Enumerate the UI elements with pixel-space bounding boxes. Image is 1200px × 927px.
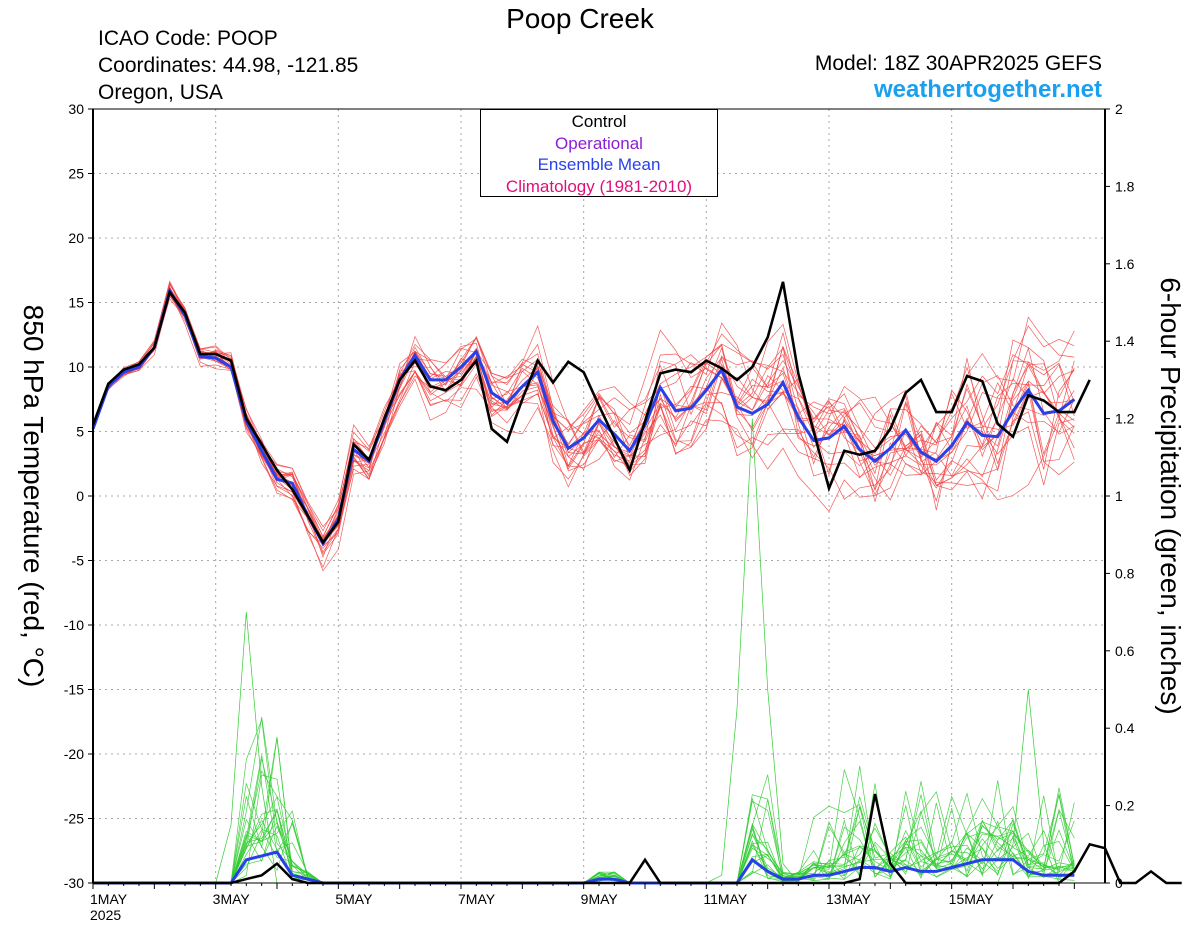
x-tick-label: 3MAY bbox=[213, 891, 251, 907]
right-tick-label: 1 bbox=[1115, 488, 1123, 504]
left-tick-label: 25 bbox=[68, 166, 84, 182]
website-link[interactable]: weathertogether.net bbox=[873, 76, 1102, 103]
temperature-ensemble-members bbox=[92, 280, 1075, 572]
model-run-label: Model: 18Z 30APR2025 GEFS bbox=[814, 52, 1102, 75]
right-tick-label: 1.8 bbox=[1115, 178, 1135, 194]
temperature-member-line bbox=[92, 288, 1075, 572]
right-tick-label: 2 bbox=[1115, 101, 1123, 117]
right-tick-label: 0.6 bbox=[1115, 643, 1135, 659]
temperature-member-line bbox=[92, 290, 1075, 545]
x-tick-label: 5MAY bbox=[335, 891, 373, 907]
x-tick-label: 15MAY bbox=[949, 891, 995, 907]
left-tick-label: 30 bbox=[68, 101, 84, 117]
grid bbox=[93, 109, 1105, 883]
coordinates-label: Coordinates: 44.98, -121.85 bbox=[98, 54, 359, 77]
right-tick-label: 1.2 bbox=[1115, 411, 1135, 427]
legend-entry-climatology: Climatology (1981-2010) bbox=[505, 176, 693, 196]
left-tick-label: -10 bbox=[64, 617, 84, 633]
x-tick-label: 11MAY bbox=[703, 891, 747, 907]
chart-title: Poop Creek bbox=[506, 3, 654, 34]
left-tick-label: -30 bbox=[64, 875, 84, 891]
x-tick-label: 1MAY bbox=[90, 891, 128, 907]
x-tick-sublabel: 2025 bbox=[90, 907, 121, 923]
axes: 302520151050-5-10-15-20-25-3021.81.61.41… bbox=[64, 101, 1135, 923]
x-tick-label: 9MAY bbox=[581, 891, 619, 907]
legend-entry-ensemble-mean: Ensemble Mean bbox=[537, 155, 661, 174]
left-tick-label: -25 bbox=[64, 811, 84, 827]
left-tick-label: 5 bbox=[76, 424, 84, 440]
temperature-ensemble-mean-line bbox=[91, 287, 1076, 547]
icao-code-label: ICAO Code: POOP bbox=[98, 27, 278, 50]
right-tick-label: 0 bbox=[1115, 875, 1123, 891]
left-tick-label: 20 bbox=[68, 230, 84, 246]
left-tick-label: 15 bbox=[68, 295, 84, 311]
legend-entry-operational: Operational bbox=[555, 133, 643, 153]
legend: Control Operational Ensemble Mean Climat… bbox=[480, 109, 718, 197]
x-tick-label: 13MAY bbox=[826, 891, 872, 907]
legend-entry-control: Control bbox=[571, 112, 627, 131]
left-tick-label: -20 bbox=[64, 746, 84, 762]
temperature-control-line bbox=[91, 281, 1091, 545]
left-tick-label: -5 bbox=[72, 553, 85, 569]
left-tick-label: 0 bbox=[76, 488, 84, 504]
left-tick-label: 10 bbox=[68, 359, 84, 375]
right-tick-label: 0.4 bbox=[1115, 720, 1135, 736]
right-tick-label: 0.2 bbox=[1115, 798, 1135, 814]
region-label: Oregon, USA bbox=[98, 81, 223, 104]
right-tick-label: 1.6 bbox=[1115, 256, 1135, 272]
x-tick-label: 7MAY bbox=[458, 891, 496, 907]
left-tick-label: -15 bbox=[64, 682, 84, 698]
right-tick-label: 0.8 bbox=[1115, 565, 1135, 581]
right-tick-label: 1.4 bbox=[1115, 333, 1135, 349]
